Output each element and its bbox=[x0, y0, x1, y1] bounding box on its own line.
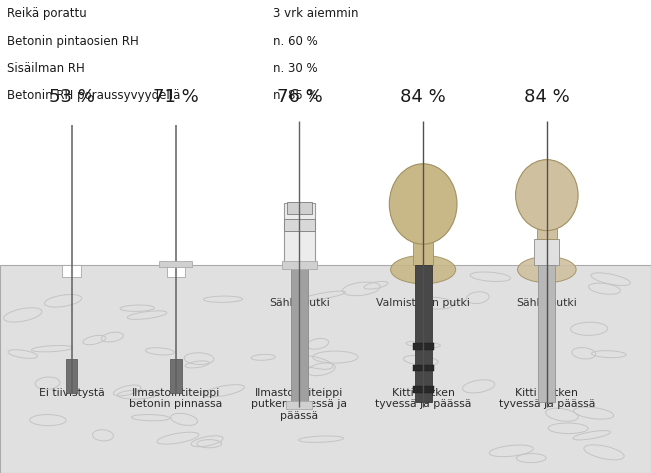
Bar bbox=[413, 343, 434, 350]
Bar bbox=[286, 401, 312, 409]
Ellipse shape bbox=[391, 255, 456, 284]
Text: n. 60 %: n. 60 % bbox=[273, 35, 318, 47]
Text: Sähköputki: Sähköputki bbox=[269, 298, 330, 308]
Text: 84 %: 84 % bbox=[400, 88, 446, 106]
Bar bbox=[291, 265, 308, 407]
Text: Ei tiivistystä: Ei tiivistystä bbox=[39, 388, 104, 398]
Bar bbox=[66, 359, 77, 393]
Bar bbox=[284, 219, 315, 231]
Bar bbox=[159, 261, 192, 267]
Text: n. 85 %: n. 85 % bbox=[273, 89, 318, 102]
Bar bbox=[537, 220, 557, 239]
Bar bbox=[413, 234, 433, 265]
Text: 84 %: 84 % bbox=[524, 88, 570, 106]
Text: 3 vrk aiemmin: 3 vrk aiemmin bbox=[273, 7, 359, 20]
Ellipse shape bbox=[389, 164, 457, 244]
Bar bbox=[284, 203, 315, 265]
Text: n. 30 %: n. 30 % bbox=[273, 62, 318, 75]
Bar bbox=[413, 386, 434, 393]
Bar bbox=[283, 261, 316, 269]
Text: Valmistajan putki: Valmistajan putki bbox=[376, 298, 470, 308]
Bar bbox=[534, 239, 559, 265]
Text: Betonin RH poraussyvyydellä: Betonin RH poraussyvyydellä bbox=[7, 89, 180, 102]
Text: Sisäilman RH: Sisäilman RH bbox=[7, 62, 84, 75]
Bar bbox=[170, 359, 182, 393]
Text: Kitti putken
tyvessä ja päässä: Kitti putken tyvessä ja päässä bbox=[375, 388, 471, 410]
Text: 76 %: 76 % bbox=[277, 88, 322, 106]
Text: Ilmastointiteippi
betonin pinnassa: Ilmastointiteippi betonin pinnassa bbox=[129, 388, 223, 410]
Text: Ilmastointiteippi
putken tyvessä ja
päässä: Ilmastointiteippi putken tyvessä ja pääs… bbox=[251, 388, 348, 421]
Bar bbox=[413, 365, 434, 371]
Text: Kitti putken
tyvessä ja päässä: Kitti putken tyvessä ja päässä bbox=[499, 388, 595, 410]
Text: Betonin pintaosien RH: Betonin pintaosien RH bbox=[7, 35, 138, 47]
Bar bbox=[0, 265, 651, 473]
Bar bbox=[538, 265, 555, 402]
Ellipse shape bbox=[518, 256, 576, 283]
Text: 53 %: 53 % bbox=[49, 88, 94, 106]
Ellipse shape bbox=[516, 159, 578, 230]
Bar bbox=[62, 265, 81, 277]
Text: 71 %: 71 % bbox=[153, 88, 199, 106]
Bar bbox=[287, 202, 312, 214]
Bar bbox=[167, 265, 185, 277]
Text: Reikä porattu: Reikä porattu bbox=[7, 7, 87, 20]
Text: Sähköputki: Sähköputki bbox=[516, 298, 577, 308]
Bar bbox=[415, 265, 432, 402]
